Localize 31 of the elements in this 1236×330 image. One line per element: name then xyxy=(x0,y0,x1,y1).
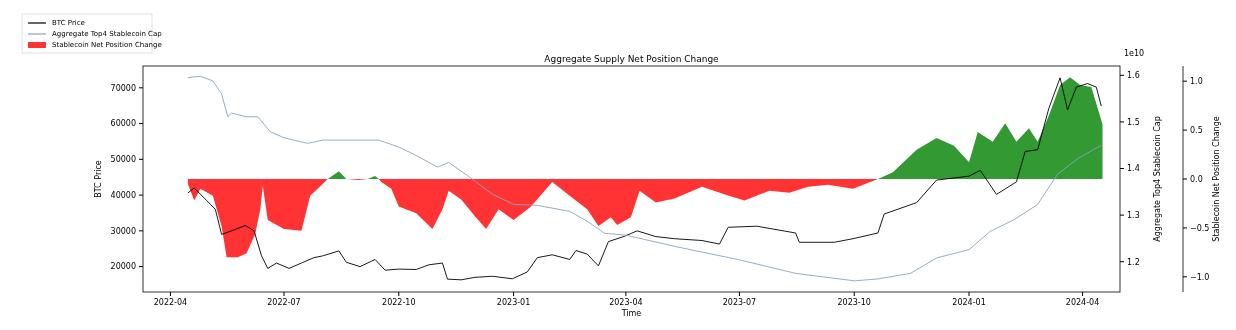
x-tick-label: 2022-04 xyxy=(153,298,188,307)
y3-tick-label: −0.5 xyxy=(1190,223,1210,233)
y-tick-label: 20000 xyxy=(110,262,136,272)
y2-tick-label: 1.4 xyxy=(1127,164,1140,174)
y3-tick-label: 0.5 xyxy=(1190,125,1203,135)
x-tick-label: 2023-10 xyxy=(837,298,871,307)
text: 1e10 xyxy=(1124,49,1145,58)
x-tick-label: 2022-10 xyxy=(382,298,416,307)
y-tick-label: 50000 xyxy=(110,155,136,165)
y3-tick-label: 0.0 xyxy=(1190,174,1203,184)
y3-axis-title: Stablecoin Net Position Change xyxy=(1212,116,1221,242)
y3-tick-label: −1.0 xyxy=(1190,272,1210,282)
x-tick-label: 2023-04 xyxy=(609,298,643,307)
y2-tick-label: 1.3 xyxy=(1127,210,1140,220)
y-tick-label: 30000 xyxy=(110,226,136,236)
y2-axis-title: Aggregate Top4 Stablecoin Cap xyxy=(1153,116,1162,242)
y2-tick-label: 1.2 xyxy=(1127,257,1140,267)
x-tick-label: 2022-07 xyxy=(267,298,301,307)
x-tick-label: 2024-01 xyxy=(952,298,986,307)
y-axis-title: BTC Price xyxy=(94,160,103,198)
y-tick-label: 60000 xyxy=(110,119,136,129)
x-axis-title: Time xyxy=(620,309,642,318)
x-tick-label: 2023-07 xyxy=(722,298,757,307)
y2-tick-label: 1.5 xyxy=(1127,117,1140,127)
y-tick-label: 70000 xyxy=(110,83,136,93)
chart-title: Aggregate Supply Net Position Change xyxy=(544,54,720,64)
y3-tick-label: 1.0 xyxy=(1190,76,1203,86)
x-tick-label: 2024-04 xyxy=(1065,298,1100,307)
y2-tick-label: 1.6 xyxy=(1127,71,1140,81)
x-tick-label: 2023-01 xyxy=(496,298,531,307)
y-tick-label: 40000 xyxy=(110,190,136,200)
